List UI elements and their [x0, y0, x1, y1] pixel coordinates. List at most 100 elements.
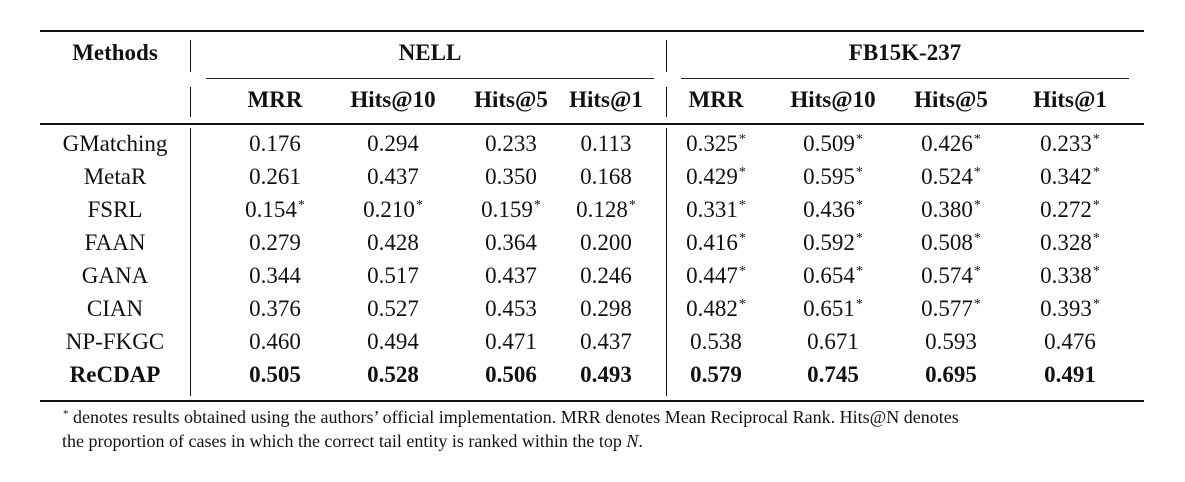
metric-header-fb-hits-at-10: Hits@10 — [790, 87, 876, 112]
table-cell: 0.437 — [333, 164, 453, 190]
cell-value: 0.200 — [580, 230, 632, 255]
cell-value: 0.579 — [690, 362, 742, 387]
cell-value: 0.210 — [363, 197, 415, 222]
table-cell: 0.331* — [656, 197, 776, 223]
fb-cmidrule — [681, 78, 1129, 79]
cell-value: 0.654 — [803, 263, 855, 288]
table-cell: 0.471 — [451, 329, 571, 355]
table-cell: 0.745 — [773, 362, 893, 388]
cell-value: 0.298 — [580, 296, 632, 321]
table-cell: 0.651* — [773, 296, 893, 322]
star-marker: * — [738, 264, 746, 279]
table-cell: 0.574* — [891, 263, 1011, 289]
table-cell: 0.453 — [451, 296, 571, 322]
cell-value: 0.538 — [690, 329, 742, 354]
table-cell: 0.517 — [333, 263, 453, 289]
cell-value: 0.524 — [921, 164, 973, 189]
cell-value: 0.344 — [249, 263, 301, 288]
table-cell: 0.447* — [656, 263, 776, 289]
table-cell: 0.476 — [1010, 329, 1130, 355]
table-cell: 0.350 — [451, 164, 571, 190]
cell-value: 0.426 — [921, 131, 973, 156]
table-cell: 0.272* — [1010, 197, 1130, 223]
table-cell: 0.527 — [333, 296, 453, 322]
table-cell: 0.342* — [1010, 164, 1130, 190]
cell-value: 0.233 — [1040, 131, 1092, 156]
cell-value: 0.272 — [1040, 197, 1092, 222]
nell-cmidrule — [206, 78, 654, 79]
star-marker: * — [973, 231, 981, 246]
star-marker: * — [973, 264, 981, 279]
star-marker: * — [533, 198, 541, 213]
vbar-body-mid — [666, 128, 668, 396]
table-cell: 0.506 — [451, 362, 571, 388]
star-marker: * — [415, 198, 423, 213]
method-name: ReCDAP — [69, 362, 161, 387]
method-name: MetaR — [83, 164, 147, 189]
method-name: FSRL — [87, 197, 143, 222]
metric-header-fb-hits-at-5: Hits@5 — [914, 87, 988, 112]
star-marker: * — [738, 231, 746, 246]
star-marker: * — [1092, 231, 1100, 246]
metric-header-nell-mrr: MRR — [247, 87, 303, 112]
footnote-line2: the proportion of cases in which the cor… — [62, 431, 627, 451]
methods-header: Methods — [72, 40, 158, 65]
footnote-star: * — [63, 408, 69, 420]
table-cell: 0.482* — [656, 296, 776, 322]
cell-value: 0.233 — [485, 131, 537, 156]
metric-header-nell-hits-at-5: Hits@5 — [474, 87, 548, 112]
cell-value: 0.437 — [580, 329, 632, 354]
footnote-line2-end: . — [638, 431, 643, 451]
table-cell: 0.128* — [546, 197, 666, 223]
cell-value: 0.577 — [921, 296, 973, 321]
table-cell: 0.294 — [333, 131, 453, 157]
table-cell: 0.426* — [891, 131, 1011, 157]
header-rule — [40, 123, 1144, 125]
cell-value: 0.393 — [1040, 296, 1092, 321]
table-cell: 0.695 — [891, 362, 1011, 388]
metric-header-nell-hits-at-10: Hits@10 — [350, 87, 436, 112]
vbar-methods-bottom — [190, 87, 192, 117]
cell-value: 0.364 — [485, 230, 537, 255]
table-cell: 0.298 — [546, 296, 666, 322]
cell-value: 0.325 — [686, 131, 738, 156]
table-cell: 0.437 — [546, 329, 666, 355]
table-cell: 0.671 — [773, 329, 893, 355]
cell-value: 0.437 — [485, 263, 537, 288]
cell-value: 0.491 — [1044, 362, 1096, 387]
vbar-methods-top — [190, 40, 192, 72]
table-cell: 0.508* — [891, 230, 1011, 256]
table-cell: 0.113 — [546, 131, 666, 157]
table-cell: 0.491 — [1010, 362, 1130, 388]
star-marker: * — [1092, 297, 1100, 312]
top-rule — [40, 30, 1144, 32]
vbar-body-left — [190, 128, 192, 396]
table-cell: 0.429* — [656, 164, 776, 190]
cell-value: 0.113 — [580, 131, 632, 156]
cell-value: 0.651 — [803, 296, 855, 321]
table-cell: 0.493 — [546, 362, 666, 388]
cell-value: 0.168 — [580, 164, 632, 189]
table-cell: 0.654* — [773, 263, 893, 289]
method-name: FAAN — [84, 230, 146, 255]
star-marker: * — [738, 132, 746, 147]
star-marker: * — [973, 165, 981, 180]
cell-value: 0.350 — [485, 164, 537, 189]
cell-value: 0.416 — [686, 230, 738, 255]
cell-value: 0.471 — [485, 329, 537, 354]
table-cell: 0.577* — [891, 296, 1011, 322]
table-cell: 0.364 — [451, 230, 571, 256]
vbar-group-bottom — [666, 87, 668, 117]
star-marker: * — [297, 198, 305, 213]
cell-value: 0.128 — [576, 197, 628, 222]
cell-value: 0.508 — [921, 230, 973, 255]
table-cell: 0.233* — [1010, 131, 1130, 157]
table-cell: 0.328* — [1010, 230, 1130, 256]
star-marker: * — [855, 198, 863, 213]
table-cell: 0.428 — [333, 230, 453, 256]
cell-value: 0.447 — [686, 263, 738, 288]
star-marker: * — [738, 297, 746, 312]
cell-value: 0.453 — [485, 296, 537, 321]
cell-value: 0.246 — [580, 263, 632, 288]
cell-value: 0.338 — [1040, 263, 1092, 288]
